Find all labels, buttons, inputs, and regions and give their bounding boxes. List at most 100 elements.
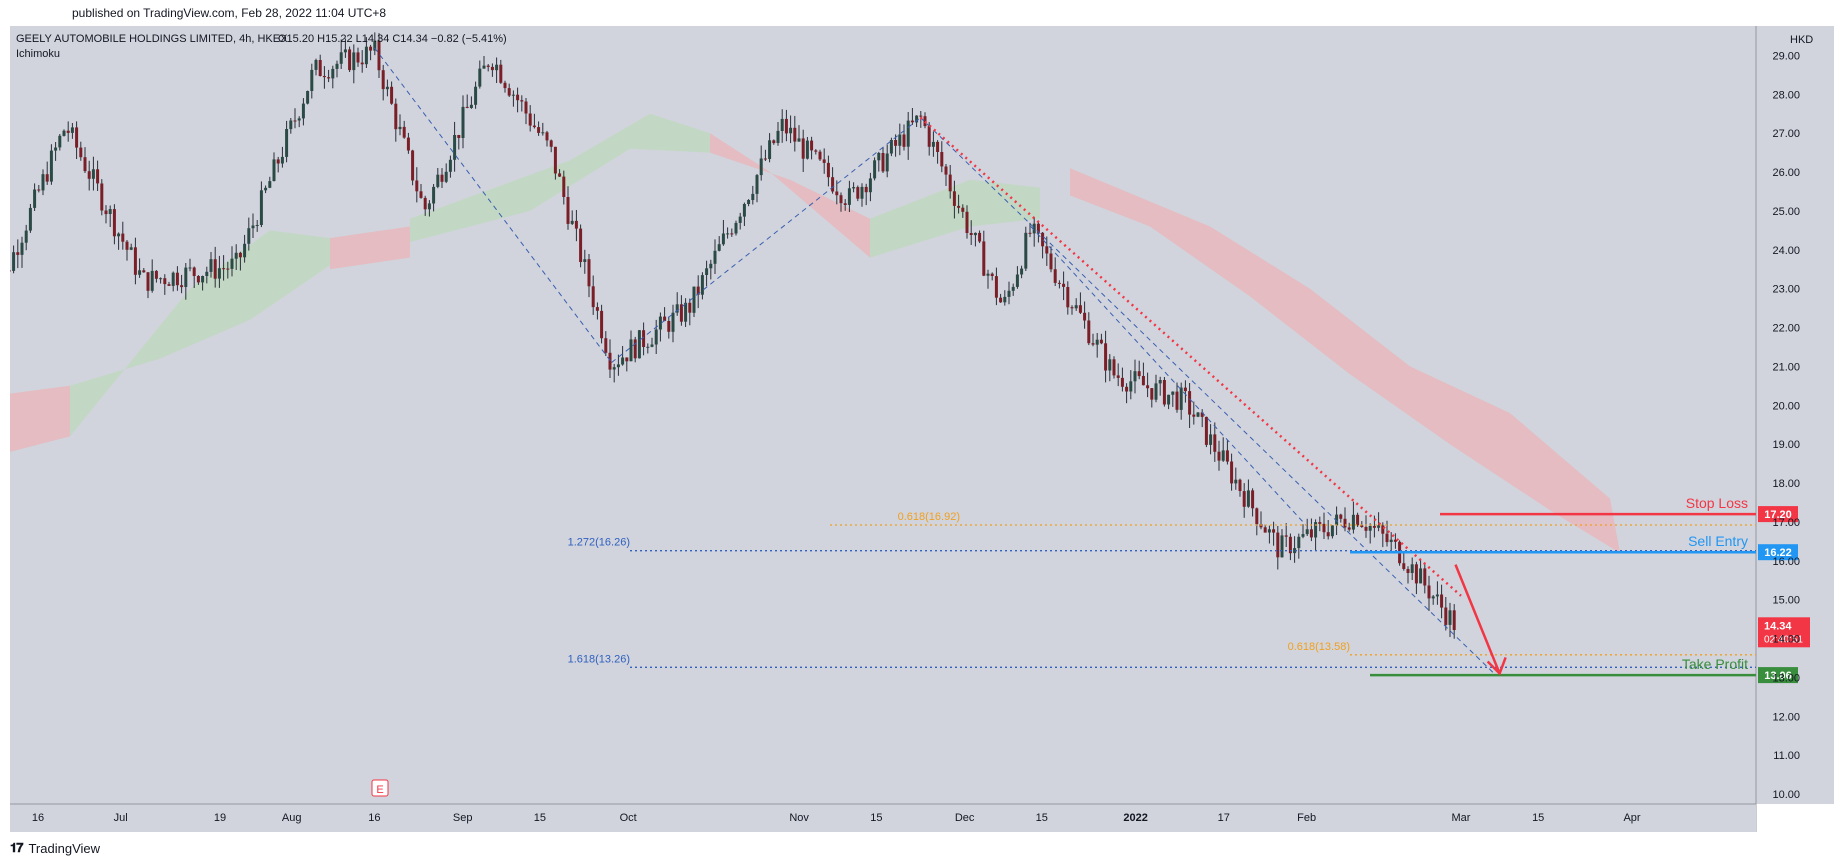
candle-body <box>881 153 885 172</box>
candle-body <box>259 190 263 225</box>
candle-body <box>54 147 58 151</box>
candle-body <box>1368 526 1372 531</box>
candle-body <box>1007 290 1011 297</box>
x-tick-label: 15 <box>1532 812 1544 824</box>
candle-body <box>751 193 755 200</box>
candle-body <box>356 52 360 63</box>
candle-body <box>1049 253 1053 270</box>
candle-body <box>1410 564 1414 573</box>
earnings-marker-label: E <box>376 784 383 796</box>
x-tick-label: 15 <box>870 812 882 824</box>
candle-body <box>1251 490 1255 509</box>
candle-body <box>810 140 814 151</box>
candle-body <box>789 127 793 134</box>
candle-body <box>364 46 368 65</box>
candle-body <box>188 267 192 269</box>
candle-body <box>957 205 961 208</box>
candle-body <box>238 252 242 258</box>
candle-body <box>1364 527 1368 531</box>
candle-body <box>1150 388 1154 400</box>
candle-body <box>79 147 83 158</box>
candle-body <box>826 162 830 178</box>
ichimoku-cloud-3 <box>410 113 710 242</box>
candle-body <box>322 76 326 78</box>
candle-body <box>490 66 494 71</box>
candle-body <box>318 60 322 76</box>
candle-body <box>352 52 356 71</box>
candle-body <box>805 140 809 159</box>
candle-body <box>1175 391 1179 410</box>
candle-body <box>1125 386 1129 392</box>
fib-1618-label: 1.618(13.26) <box>568 653 630 665</box>
candle-body <box>633 339 637 359</box>
candle-body <box>625 357 629 362</box>
channel-line <box>1030 226 1307 527</box>
candle-body <box>1335 514 1339 526</box>
candle-body <box>427 203 431 210</box>
candle-body <box>1066 287 1070 308</box>
candlestick-chart: 0.618(16.92) 1.272(16.26) 0.618(13.58) 1.61… <box>0 26 1834 832</box>
candle-body <box>1288 536 1292 554</box>
y-tick-label: 29.00 <box>1772 50 1800 62</box>
candle-body <box>675 304 679 313</box>
candle-body <box>671 312 675 332</box>
candle-body <box>763 158 767 160</box>
candle-body <box>1393 539 1397 542</box>
candle-body <box>579 228 583 262</box>
candle-body <box>1276 532 1280 558</box>
y-tick-label: 19.00 <box>1772 439 1800 451</box>
candle-body <box>423 197 427 210</box>
candle-body <box>717 244 721 251</box>
candle-body <box>692 286 696 313</box>
candle-body <box>1377 525 1381 528</box>
candle-body <box>927 126 931 147</box>
candle-body <box>1146 385 1150 389</box>
candle-body <box>1196 412 1200 417</box>
sell-entry-price-tag: 16.22 <box>1764 547 1792 559</box>
candle-body <box>335 63 339 69</box>
candle-body <box>20 242 24 255</box>
candle-body <box>999 297 1003 303</box>
candle-body <box>1381 525 1385 534</box>
candle-body <box>801 138 805 159</box>
candle-body <box>121 233 125 242</box>
candle-body <box>24 230 28 243</box>
candle-body <box>1280 535 1284 558</box>
candle-body <box>1272 529 1276 533</box>
price-scale-background <box>1756 26 1834 804</box>
candle-body <box>58 135 62 148</box>
candle-body <box>1284 535 1288 537</box>
footer-brand[interactable]: TradingView <box>28 840 101 856</box>
candle-body <box>142 270 146 273</box>
candle-body <box>1419 568 1423 584</box>
candle-body <box>642 330 646 347</box>
candle-body <box>915 115 919 123</box>
candle-body <box>646 346 650 348</box>
candle-body <box>1444 607 1448 625</box>
x-tick-label: Jul <box>114 812 128 824</box>
candle-body <box>595 307 599 311</box>
candle-body <box>495 64 499 71</box>
candle-body <box>835 191 839 196</box>
candle-body <box>440 174 444 182</box>
candle-body <box>1372 526 1376 528</box>
candle-body <box>390 86 394 104</box>
candle-body <box>499 64 503 83</box>
candle-body <box>591 286 595 308</box>
candle-body <box>1112 359 1116 376</box>
candle-body <box>621 357 625 365</box>
candle-body <box>982 241 986 276</box>
candle-body <box>1255 508 1259 525</box>
candle-body <box>507 88 511 96</box>
candle-body <box>373 40 377 51</box>
candle-body <box>436 174 440 187</box>
candle-body <box>902 134 906 147</box>
candle-body <box>285 129 289 157</box>
candle-body <box>230 258 234 269</box>
candle-body <box>889 140 893 154</box>
candle-body <box>1263 527 1267 533</box>
candle-body <box>125 241 129 250</box>
candle-body <box>457 135 461 138</box>
candle-body <box>1062 283 1066 287</box>
candle-body <box>952 191 956 206</box>
